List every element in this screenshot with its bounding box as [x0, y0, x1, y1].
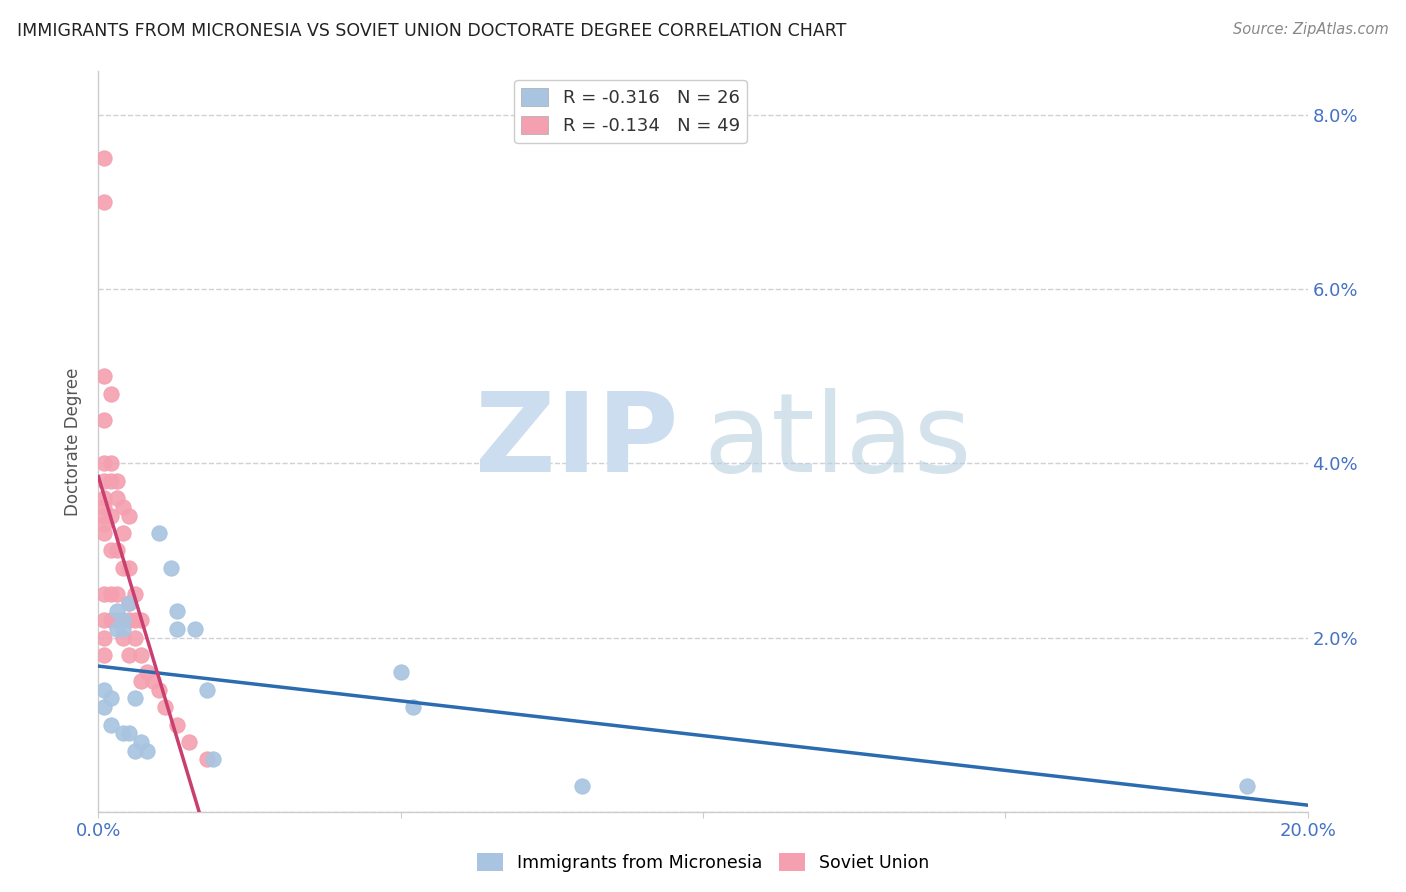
Legend: R = -0.316   N = 26, R = -0.134   N = 49: R = -0.316 N = 26, R = -0.134 N = 49 — [515, 80, 747, 143]
Point — [105, 491, 128, 505]
Point — [195, 752, 218, 766]
Point — [105, 613, 128, 627]
Point — [111, 613, 134, 627]
Point — [93, 369, 115, 384]
Point — [93, 648, 115, 662]
Point — [111, 526, 134, 541]
Point — [111, 622, 134, 636]
Point — [118, 596, 141, 610]
Point — [100, 717, 122, 731]
Point — [111, 726, 134, 740]
Point — [148, 682, 170, 697]
Y-axis label: Doctorate Degree: Doctorate Degree — [65, 368, 83, 516]
Point — [93, 474, 115, 488]
Point — [105, 604, 128, 618]
Point — [93, 413, 115, 427]
Point — [93, 526, 115, 541]
Point — [100, 474, 122, 488]
Point — [129, 648, 152, 662]
Point — [153, 700, 176, 714]
Point — [93, 152, 115, 166]
Point — [195, 682, 218, 697]
Point — [100, 587, 122, 601]
Point — [118, 726, 141, 740]
Point — [93, 500, 115, 514]
Point — [124, 691, 146, 706]
Point — [118, 596, 141, 610]
Point — [129, 674, 152, 689]
Point — [135, 665, 157, 680]
Point — [389, 665, 412, 680]
Point — [100, 508, 122, 523]
Text: IMMIGRANTS FROM MICRONESIA VS SOVIET UNION DOCTORATE DEGREE CORRELATION CHART: IMMIGRANTS FROM MICRONESIA VS SOVIET UNI… — [17, 22, 846, 40]
Point — [142, 674, 165, 689]
Point — [93, 491, 115, 505]
Point — [118, 613, 141, 627]
Point — [166, 604, 188, 618]
Point — [124, 744, 146, 758]
Point — [100, 456, 122, 470]
Point — [105, 622, 128, 636]
Point — [93, 700, 115, 714]
Point — [100, 543, 122, 558]
Point — [166, 622, 188, 636]
Point — [184, 622, 207, 636]
Point — [166, 717, 188, 731]
Point — [124, 631, 146, 645]
Point — [93, 517, 115, 532]
Point — [93, 508, 115, 523]
Point — [571, 779, 593, 793]
Point — [93, 631, 115, 645]
Point — [202, 752, 225, 766]
Point — [135, 744, 157, 758]
Point — [148, 526, 170, 541]
Text: atlas: atlas — [703, 388, 972, 495]
Point — [105, 543, 128, 558]
Point — [111, 631, 134, 645]
Point — [129, 613, 152, 627]
Point — [105, 474, 128, 488]
Point — [129, 735, 152, 749]
Point — [93, 456, 115, 470]
Point — [100, 613, 122, 627]
Point — [93, 587, 115, 601]
Point — [118, 648, 141, 662]
Point — [179, 735, 201, 749]
Point — [93, 194, 115, 209]
Point — [1236, 779, 1258, 793]
Point — [93, 682, 115, 697]
Legend: Immigrants from Micronesia, Soviet Union: Immigrants from Micronesia, Soviet Union — [470, 847, 936, 879]
Text: Source: ZipAtlas.com: Source: ZipAtlas.com — [1233, 22, 1389, 37]
Point — [160, 561, 183, 575]
Point — [402, 700, 425, 714]
Point — [111, 561, 134, 575]
Text: ZIP: ZIP — [475, 388, 679, 495]
Point — [118, 508, 141, 523]
Point — [124, 613, 146, 627]
Point — [93, 613, 115, 627]
Point — [105, 587, 128, 601]
Point — [100, 386, 122, 401]
Point — [118, 561, 141, 575]
Point — [111, 500, 134, 514]
Point — [124, 587, 146, 601]
Point — [100, 691, 122, 706]
